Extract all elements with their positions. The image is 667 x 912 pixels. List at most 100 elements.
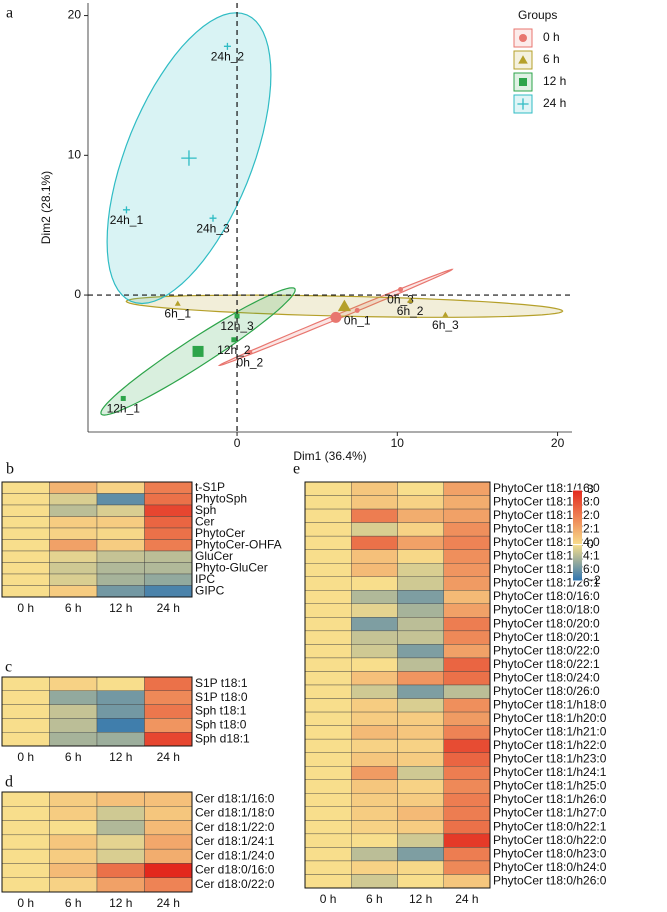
row-label: Sph [195,503,216,517]
heatmap-cell [49,573,98,586]
heatmap-cell [144,806,193,821]
heatmap-cell [96,820,145,836]
heatmap-cell [1,863,50,878]
heatmap-cell [96,863,145,878]
heatmap-cell [397,617,444,632]
heatmap-cell [351,644,398,659]
heatmap-cell [304,820,352,835]
heatmap-cell [351,752,398,767]
heatmap-cell [304,752,352,767]
heatmap-cell [397,549,444,564]
heatmap-cell [397,698,444,713]
heatmap-cell [96,550,145,563]
heatmap-cell [144,863,193,878]
row-label: Cer d18:1/18:0 [195,806,275,820]
panel-label: b [6,461,14,478]
panel-label: a [6,5,13,22]
heatmap-cell [144,493,193,506]
heatmap-cell [144,562,193,575]
heatmap-cell [49,820,98,836]
row-label: PhytoCer t18:1/24:0 [493,535,600,549]
heatmap-cell [304,698,352,713]
heatmap-cell [96,704,145,719]
heatmap-cell [351,833,398,848]
point-label: 12h_2 [217,343,251,357]
column-label: 6 h [65,601,82,615]
heatmap-cell [443,630,491,645]
heatmap-cell [304,644,352,659]
column-label: 0 h [17,896,34,910]
heatmap-cell [397,806,444,821]
x-axis-title: Dim1 (36.4%) [293,449,366,463]
group-centroid [181,150,197,166]
heatmap-cell [351,874,398,889]
heatmap-cell [1,820,50,836]
heatmap-cell [397,590,444,604]
heatmap-cell [1,791,50,807]
heatmap-cell [351,657,398,672]
heatmap-cell [443,522,491,537]
row-label: PhytoCer t18:1/24:1 [493,549,600,563]
heatmap-cell [304,793,352,807]
heatmap-cell [144,676,193,692]
row-label: PhytoCer t18:1/h25:0 [493,779,607,793]
point-label: 0h_1 [344,314,371,328]
heatmap-cell [304,481,352,496]
heatmap-cell [443,806,491,821]
heatmap-cell [304,860,352,875]
heatmap-cell [49,550,98,563]
row-label: PhytoCer [195,526,245,540]
heatmap-cell [144,539,193,552]
heatmap-cell [96,481,145,494]
heatmap-cell [397,522,444,537]
legend-label: 12 h [543,74,566,88]
row-label: Phyto-GluCer [195,560,268,574]
row-label: PhytoCer t18:0/h22:0 [493,833,607,847]
heatmap-cell [49,806,98,821]
heatmap-cell [443,644,491,659]
heatmap-cell [304,495,352,510]
heatmap-cell [443,779,491,794]
heatmap-cell [304,535,352,550]
data-point [174,300,181,306]
point-label: 24h_2 [211,49,245,63]
heatmap-cell [304,711,352,726]
heatmap-cell [443,563,491,577]
heatmap-cell [96,516,145,529]
heatmap-cell [443,603,491,618]
column-label: 24 h [455,892,478,906]
heatmap-cell [144,690,193,705]
heatmap-cell [351,576,398,591]
heatmap-cell [49,481,98,494]
row-label: PhytoCer t18:0/h26:0 [493,873,607,887]
row-label: PhytoCer t18:1/h26:0 [493,792,607,806]
heatmap-cell [1,550,50,563]
heatmap-cell [351,630,398,645]
column-label: 24 h [157,750,180,764]
heatmap-cell [1,718,50,733]
row-label: Sph t18:1 [195,704,247,718]
heatmap-cell [397,820,444,835]
row-label: PhytoCer t18:1/h22:0 [493,738,607,752]
row-label: PhytoCer t18:1/h21:0 [493,725,607,739]
heatmap-cell [351,793,398,807]
heatmap-cell [96,585,145,598]
row-label: GIPC [195,583,225,597]
group-centroid [192,345,204,357]
colorbar-label: 3 [587,482,594,496]
row-label: t-S1P [195,480,225,494]
row-label: Cer d18:1/16:0 [195,791,275,805]
heatmap-cell [397,603,444,618]
heatmap-cell [397,508,444,523]
heatmap-cell [49,863,98,878]
heatmap-cell [443,711,491,726]
heatmap-cell [351,698,398,713]
heatmap-cell [443,495,491,510]
column-label: 0 h [17,750,34,764]
data-point [407,297,414,303]
heatmap-cell [443,671,491,686]
heatmap-cell [1,504,50,517]
heatmap-cell [397,684,444,699]
heatmap-border [304,481,491,889]
